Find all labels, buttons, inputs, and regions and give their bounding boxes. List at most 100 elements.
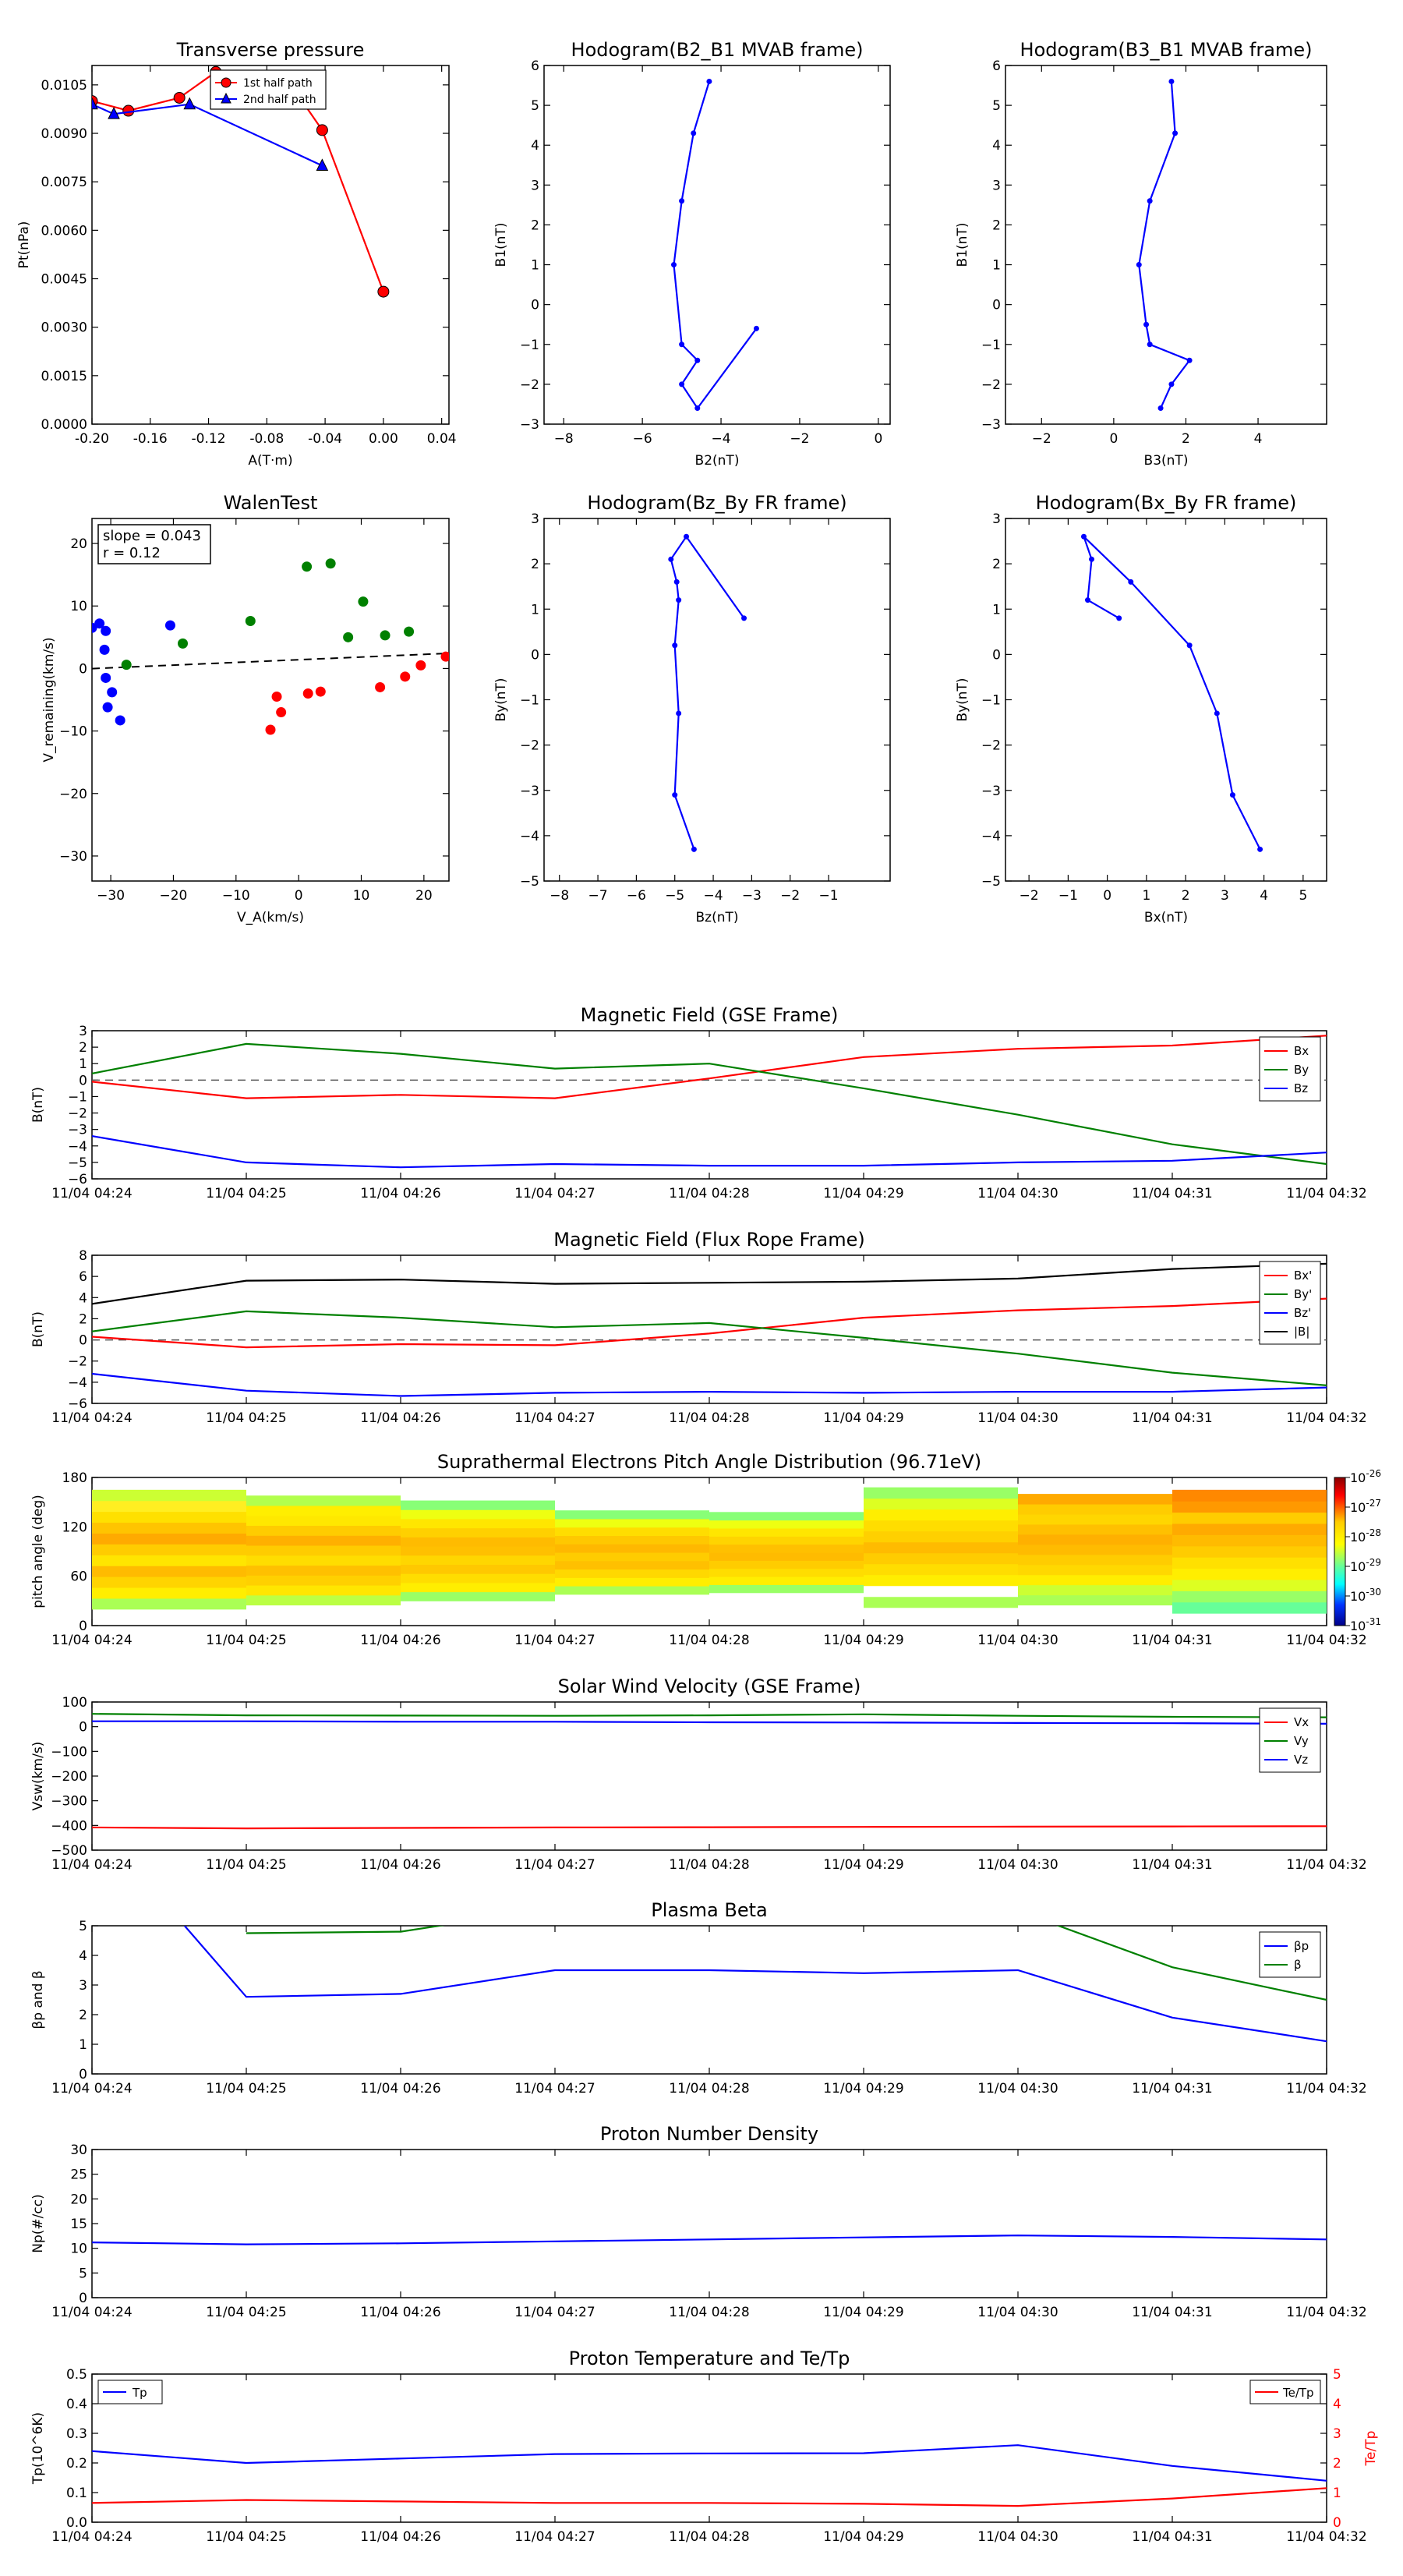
pad-cell bbox=[555, 1510, 709, 1520]
beta-legend-label: β bbox=[1294, 1958, 1302, 1972]
walen-point bbox=[94, 618, 105, 629]
np-ytick-label: 5 bbox=[79, 2266, 87, 2281]
pt-xtick-label: -0.20 bbox=[75, 431, 109, 447]
pad-cell bbox=[864, 1563, 1018, 1576]
h1-ytick-label: 2 bbox=[531, 218, 539, 233]
pad-cell bbox=[246, 1575, 401, 1586]
pad-colorbar-exp: -28 bbox=[1366, 1527, 1381, 1538]
tp-ylabel: Tp(10^6K) bbox=[30, 2412, 46, 2485]
np-panel: Proton Number Density 0 5 10 15 20 25 30 11/04 0… bbox=[30, 2123, 1367, 2320]
h2-title: Hodogram(B3_B1 MVAB frame) bbox=[1020, 39, 1313, 61]
h3-xtick-label: −6 bbox=[627, 888, 646, 904]
bfr-xtick-label: 11/04 04:24 bbox=[51, 1410, 132, 1426]
bfr-series-Bz' bbox=[92, 1372, 1327, 1397]
pad-cell bbox=[246, 1594, 401, 1606]
np-xtick-label: 11/04 04:28 bbox=[669, 2305, 749, 2320]
pad-cell bbox=[1018, 1523, 1172, 1535]
pad-cell bbox=[864, 1596, 1018, 1608]
walen-ytick-label: 20 bbox=[70, 536, 87, 552]
pt-ytick-label: 0.0090 bbox=[41, 126, 87, 142]
pad-cell bbox=[709, 1552, 864, 1561]
h2-ytick-label: 3 bbox=[992, 178, 1001, 193]
pad-colorbar-label: 10-26 bbox=[1350, 1468, 1381, 1485]
walen-point bbox=[400, 671, 411, 682]
pt-marker-circle bbox=[316, 124, 328, 136]
walen-point bbox=[404, 626, 415, 637]
pt-ytick-label: 0.0045 bbox=[41, 272, 87, 288]
pad-cell bbox=[555, 1569, 709, 1578]
pad-cell bbox=[555, 1518, 709, 1528]
pad-cell bbox=[1172, 1512, 1327, 1524]
tp-xtick-label: 11/04 04:27 bbox=[514, 2529, 595, 2545]
walen-ytick-label: −30 bbox=[59, 849, 87, 865]
beta-ylabel: βp and β bbox=[30, 1970, 46, 2029]
pad-colorbar-exp: -31 bbox=[1366, 1616, 1381, 1627]
h3-point bbox=[684, 533, 690, 540]
h3-xtick-label: −2 bbox=[780, 888, 800, 904]
h2-ytick-label: 6 bbox=[992, 58, 1001, 74]
pt-legend-marker bbox=[221, 77, 231, 88]
vsw-ytick-label: −400 bbox=[51, 1818, 87, 1834]
h3-title: Hodogram(Bz_By FR frame) bbox=[587, 492, 846, 514]
pad-cell bbox=[246, 1525, 401, 1536]
pad-cell bbox=[401, 1509, 555, 1520]
walen-xtick-label: −30 bbox=[97, 888, 125, 904]
walen-point bbox=[121, 660, 132, 671]
beta-series-β bbox=[246, 1926, 1327, 2001]
np-xtick-label: 11/04 04:29 bbox=[823, 2305, 903, 2320]
bgse-legend-label: Bz bbox=[1294, 1081, 1308, 1095]
bfr-ytick-label: −2 bbox=[68, 1354, 87, 1370]
pad-cell bbox=[92, 1533, 246, 1545]
pad-cell bbox=[864, 1487, 1018, 1499]
bfr-legend-label: Bx' bbox=[1294, 1269, 1312, 1283]
pad-cell bbox=[864, 1530, 1018, 1543]
bfr-xtick-label: 11/04 04:27 bbox=[514, 1410, 595, 1426]
vsw-xtick-label: 11/04 04:27 bbox=[514, 1857, 595, 1873]
pad-cell bbox=[709, 1544, 864, 1553]
walen-point bbox=[380, 630, 391, 641]
pad-cell bbox=[555, 1560, 709, 1570]
pad-cell bbox=[1172, 1579, 1327, 1591]
h4-xtick-label: −2 bbox=[1020, 888, 1039, 904]
pad-ylabel: pitch angle (deg) bbox=[30, 1495, 46, 1608]
bfr-ytick-label: 8 bbox=[79, 1248, 87, 1264]
h2-ytick-label: 4 bbox=[992, 138, 1001, 154]
pt-xlabel: A(T·m) bbox=[248, 453, 292, 469]
pt-ytick-label: 0.0075 bbox=[41, 175, 87, 190]
bgse-ytick-label: −3 bbox=[68, 1123, 87, 1138]
vsw-ytick-label: −300 bbox=[51, 1794, 87, 1810]
h4-ylabel: By(nT) bbox=[955, 678, 970, 721]
walen-ytick-label: 0 bbox=[79, 661, 87, 677]
pt-xtick-label: -0.04 bbox=[308, 431, 342, 447]
walen-point bbox=[102, 702, 113, 713]
bfr-series-By' bbox=[92, 1310, 1327, 1386]
h4-point bbox=[1214, 710, 1220, 717]
pad-cell bbox=[709, 1520, 864, 1529]
pad-cell bbox=[246, 1535, 401, 1546]
pad-cell bbox=[92, 1500, 246, 1513]
h4-point bbox=[1128, 579, 1134, 585]
tp-legend-left-label: Tp bbox=[132, 2386, 147, 2400]
h4-ytick-label: 2 bbox=[992, 557, 1001, 572]
pad-cell bbox=[1018, 1564, 1172, 1576]
beta-title: Plasma Beta bbox=[651, 1899, 767, 1921]
bgse-xtick-label: 11/04 04:28 bbox=[669, 1186, 749, 1201]
h3-point bbox=[672, 792, 678, 798]
tp-legend-left: Tp bbox=[97, 2380, 163, 2404]
h4-ytick-label: −4 bbox=[981, 829, 1001, 844]
beta-xtick-label: 11/04 04:32 bbox=[1286, 2081, 1366, 2097]
np-xtick-label: 11/04 04:27 bbox=[514, 2305, 595, 2320]
vsw-legend: Vx Vy Vz bbox=[1259, 1707, 1321, 1773]
beta-ytick-label: 2 bbox=[79, 2008, 87, 2023]
bfr-xtick-label: 11/04 04:31 bbox=[1132, 1410, 1212, 1426]
bfr-ytick-label: 2 bbox=[79, 1311, 87, 1327]
bfr-xtick-label: 11/04 04:28 bbox=[669, 1410, 749, 1426]
pad-cell bbox=[92, 1598, 246, 1610]
pad-cell bbox=[709, 1528, 864, 1537]
h1-point bbox=[691, 130, 697, 136]
walen-point bbox=[276, 707, 287, 718]
bfr-xtick-label: 11/04 04:26 bbox=[360, 1410, 440, 1426]
vsw-series-Vz bbox=[92, 1720, 1327, 1725]
vsw-xtick-label: 11/04 04:26 bbox=[360, 1857, 440, 1873]
